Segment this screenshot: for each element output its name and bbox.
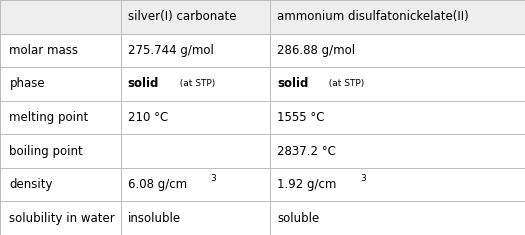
Text: 210 °C: 210 °C <box>128 111 168 124</box>
Text: silver(I) carbonate: silver(I) carbonate <box>128 10 236 23</box>
Text: melting point: melting point <box>9 111 89 124</box>
Text: 275.744 g/mol: 275.744 g/mol <box>128 44 214 57</box>
Text: (at STP): (at STP) <box>323 79 364 88</box>
Text: ammonium disulfatonickelate(II): ammonium disulfatonickelate(II) <box>277 10 469 23</box>
Text: (at STP): (at STP) <box>174 79 215 88</box>
Text: solid: solid <box>277 77 309 90</box>
Text: 3: 3 <box>360 174 366 183</box>
Text: 2837.2 °C: 2837.2 °C <box>277 145 336 158</box>
Text: phase: phase <box>9 77 45 90</box>
Text: 3: 3 <box>211 174 216 183</box>
Text: density: density <box>9 178 53 191</box>
Text: 1.92 g/cm: 1.92 g/cm <box>277 178 337 191</box>
Text: molar mass: molar mass <box>9 44 78 57</box>
Text: 1555 °C: 1555 °C <box>277 111 324 124</box>
Text: soluble: soluble <box>277 212 319 225</box>
Text: 6.08 g/cm: 6.08 g/cm <box>128 178 187 191</box>
Text: solubility in water: solubility in water <box>9 212 115 225</box>
Text: boiling point: boiling point <box>9 145 83 158</box>
Bar <box>0 0 525 34</box>
Text: solid: solid <box>128 77 159 90</box>
Text: insoluble: insoluble <box>128 212 181 225</box>
Text: 286.88 g/mol: 286.88 g/mol <box>277 44 355 57</box>
